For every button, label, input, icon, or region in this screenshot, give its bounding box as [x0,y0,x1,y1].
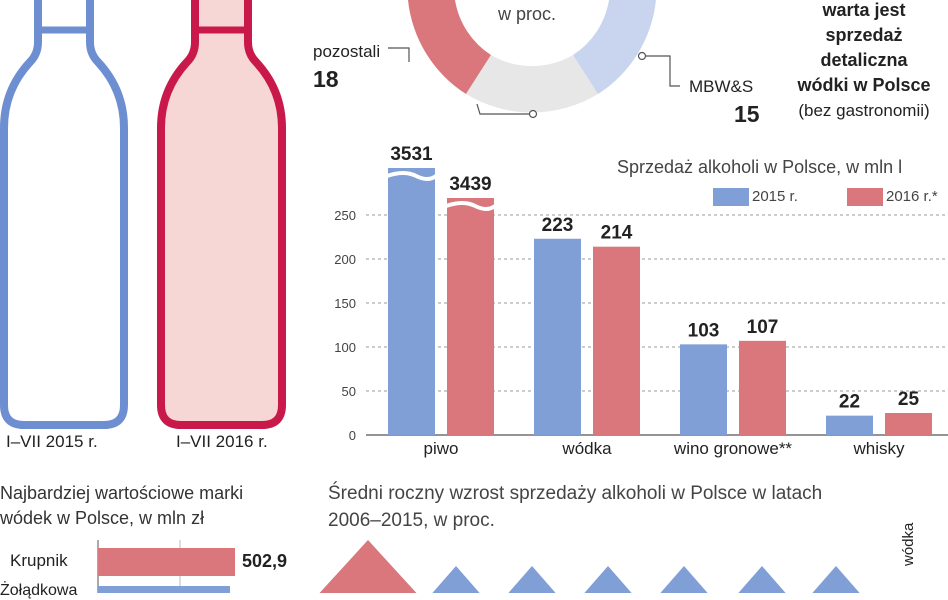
brand-value-krupnik: 502,9 [242,551,288,571]
category-label: wino gronowe** [673,439,793,458]
bottle-2016-label: I–VII 2016 r. [176,432,268,451]
legend-label-2016: 2016 r.* [886,188,938,205]
brand-chart [97,540,235,593]
growth-triangle-wodka [319,540,417,593]
donut-segment-mbws [573,0,656,94]
growth-triangle [660,566,708,593]
bar-chart: 3531 3439 223 214 103 107 22 25 0 50 100 150 200 250… [334,144,948,458]
donut-segment-grey [466,55,598,113]
donut-label-pozostali: pozostali [313,42,381,61]
bottle-2016 [157,0,286,429]
bar-value-label: 3439 [449,174,491,195]
bar-value-label: 214 [601,223,633,244]
bar-chart-title: Sprzedaż alkoholi w Polsce, w mln l [617,157,903,177]
leader-mbws [642,55,680,87]
y-tick-label: 200 [334,252,356,267]
brands-title-line2: wódek w Polsce, w mln zł [0,508,205,528]
growth-triangle [738,566,786,593]
category-label: wódka [561,439,612,458]
growth-vertical-label: wódka [900,522,917,566]
brand-bar-krupnik [98,548,235,576]
donut-segment-pozostali [408,0,491,94]
bar-winogronowe-0 [680,344,727,435]
bar-value-label: 25 [898,389,920,410]
bar-piwo-1 [447,198,494,435]
growth-triangle [432,566,480,593]
donut-value-mbws: 15 [734,101,760,127]
bar-value-label: 103 [688,320,720,341]
bottle-2015 [0,0,128,429]
category-label: piwo [424,439,459,458]
donut-center-text: w proc. [498,4,557,24]
side-title-line4: wódki w Polsce [797,75,931,95]
bar-whisky-0 [826,415,873,435]
growth-chart [319,540,860,593]
side-title: warta jest sprzedaż detaliczna wódki w P… [780,0,948,123]
side-title-line3: detaliczna [820,50,908,70]
bar-wdka-1 [593,246,640,435]
brand-label-zoladkowa: Żołądkowa [0,582,78,599]
axis-break [386,171,438,181]
y-tick-label: 100 [334,340,356,355]
growth-title-line2: 2006–2015, w proc. [328,510,495,531]
legend-label-2015: 2015 r. [752,188,798,205]
legend-swatch-2015 [713,188,749,206]
brand-bar-zoladkowa [98,586,230,593]
growth-triangle [584,566,632,593]
bar-winogronowe-1 [739,340,786,435]
legend-swatch-2016 [847,188,883,206]
brand-label-krupnik: Krupnik [10,551,68,570]
brands-title-line1: Najbardziej wartościowe marki [0,483,244,503]
growth-title-line1: Średni roczny wzrost sprzedaży alkoholi … [328,483,823,504]
bar-value-label: 3531 [390,144,433,165]
axis-break [445,201,497,211]
donut-value-pozostali: 18 [313,66,339,92]
side-title-line5: (bez gastronomii) [798,101,930,120]
leader-grey [476,103,533,115]
category-label: whisky [852,439,905,458]
side-title-line1: warta jest [822,0,906,20]
y-tick-label: 0 [349,428,356,443]
growth-triangle [812,566,860,593]
bar-whisky-1 [885,413,932,435]
leader-pozostali [388,47,410,62]
side-title-line2: sprzedaż [825,25,903,45]
bar-piwo-0 [388,168,435,435]
bar-value-label: 223 [542,215,574,236]
bottle-2015-label: I–VII 2015 r. [6,432,98,451]
y-tick-label: 250 [334,208,356,223]
donut-label-mbws: MBW&S [689,77,754,96]
bar-value-label: 22 [839,392,860,413]
growth-triangle [508,566,556,593]
bar-value-label: 107 [747,317,779,338]
y-tick-label: 150 [334,296,356,311]
bar-wdka-0 [534,238,581,435]
y-tick-label: 50 [342,384,356,399]
donut-chart [388,0,680,119]
